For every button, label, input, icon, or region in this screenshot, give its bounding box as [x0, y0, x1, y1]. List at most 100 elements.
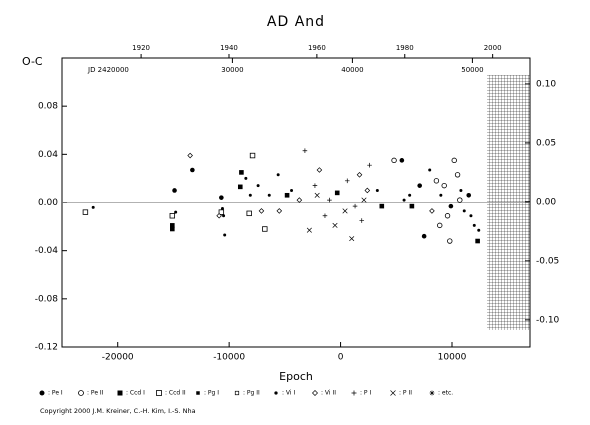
y-tick-label: -0.08: [35, 294, 59, 304]
point: [169, 213, 176, 219]
point: [314, 192, 320, 198]
point: [447, 238, 453, 244]
jd-tick-label: 50000: [461, 66, 483, 74]
x-axis-label: Epoch: [279, 370, 313, 383]
point: [290, 188, 294, 192]
point: [296, 197, 303, 203]
point: [421, 233, 427, 239]
point: [417, 183, 422, 188]
point: [399, 158, 405, 163]
y-tick-label: 0.08: [38, 102, 58, 112]
point: [475, 238, 480, 244]
year-tick-label: 1980: [396, 44, 414, 52]
point: [91, 205, 95, 209]
point: [444, 213, 451, 219]
year-tick-label: 1940: [220, 44, 238, 52]
point: [334, 190, 340, 196]
y-axis-label: O-C: [22, 55, 43, 68]
point: [379, 203, 385, 209]
legend-label: : Pg II: [243, 390, 260, 397]
legend-label: : Ccd II: [165, 390, 186, 397]
point: [174, 210, 178, 214]
point: [391, 157, 397, 164]
point: [220, 207, 224, 211]
legend-marker: [274, 391, 278, 395]
point: [429, 208, 435, 214]
point: [462, 209, 466, 213]
point: [433, 178, 440, 184]
point: [402, 198, 406, 202]
point: [451, 157, 457, 164]
point: [306, 227, 312, 233]
point: [361, 197, 367, 203]
point: [258, 208, 265, 214]
point: [312, 183, 318, 188]
x-tick-label: 10000: [438, 353, 467, 363]
point: [441, 182, 447, 189]
legend-label: : Vi I: [282, 390, 295, 397]
point: [428, 168, 432, 172]
chart-title: AD And: [267, 14, 325, 30]
point: [356, 172, 363, 178]
point: [249, 152, 256, 159]
point: [367, 162, 372, 168]
point: [316, 167, 323, 173]
legend-marker: [196, 391, 200, 395]
point: [375, 188, 379, 192]
point: [344, 178, 350, 184]
point: [239, 170, 244, 175]
year-tick-label: 2000: [484, 44, 502, 52]
year-tick-label: 1920: [132, 44, 150, 52]
jd-tick-label: 40000: [341, 66, 363, 74]
y2-tick-label: 0.00: [536, 197, 556, 207]
point: [219, 195, 224, 200]
y-tick-label: -0.04: [35, 246, 59, 256]
jd-label: JD 2420000: [87, 66, 129, 74]
point: [448, 203, 454, 209]
point: [409, 203, 415, 209]
point: [408, 193, 412, 197]
legend-label: : P II: [399, 390, 412, 397]
point: [244, 176, 248, 180]
point: [187, 152, 193, 159]
point: [218, 209, 225, 215]
point: [170, 223, 175, 228]
legend-marker: [78, 390, 84, 396]
legend-marker: [117, 390, 123, 396]
point: [190, 167, 195, 173]
legend-label: : Pe I: [48, 390, 63, 397]
point: [469, 214, 473, 218]
point: [302, 148, 308, 154]
point: [170, 226, 175, 232]
y-tick-label: -0.12: [35, 343, 58, 353]
point: [276, 208, 283, 214]
point: [327, 197, 332, 203]
legend-marker: [429, 390, 435, 396]
point: [342, 208, 348, 214]
legend-label: : Vi II: [321, 390, 336, 397]
point: [459, 188, 463, 192]
point: [472, 223, 476, 227]
year-tick-label: 1960: [308, 44, 326, 52]
point: [82, 209, 89, 215]
point: [437, 222, 443, 229]
point: [332, 222, 338, 228]
legend-label: : etc.: [438, 390, 453, 397]
legend-marker: [312, 390, 318, 396]
point: [359, 218, 365, 223]
y2-tick-label: -0.05: [536, 256, 559, 266]
jd-tick-label: 30000: [221, 66, 243, 74]
point: [262, 226, 268, 232]
point: [284, 192, 290, 198]
point: [256, 184, 260, 188]
legend-marker: [39, 390, 45, 396]
point: [364, 187, 371, 194]
point: [454, 172, 461, 178]
y2-tick-label: 0.05: [536, 138, 556, 148]
point: [248, 193, 252, 197]
x-tick-label: -20000: [102, 353, 134, 363]
legend-marker: [234, 390, 240, 396]
legend-label: : Ccd I: [126, 390, 145, 397]
point: [216, 212, 222, 219]
